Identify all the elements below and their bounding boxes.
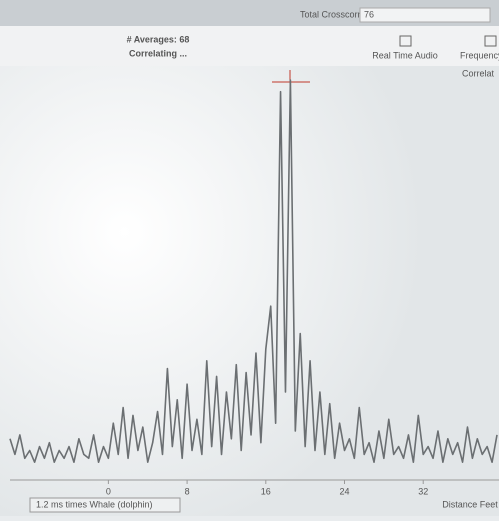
x-axis-label: Distance Feet (442, 499, 498, 509)
x-tick-label: 32 (418, 486, 428, 496)
chart-title: Correlat (462, 68, 495, 78)
x-tick-label: 24 (339, 486, 349, 496)
field-label: Total Crosscorr (300, 9, 361, 19)
screen: Total Crosscorr 76 # Averages: 68 Correl… (0, 0, 499, 516)
toolbar-button[interactable]: Frequency (460, 50, 499, 60)
field-input[interactable] (360, 8, 490, 22)
toolbar-button[interactable]: Real Time Audio (372, 50, 438, 60)
x-tick-label: 8 (185, 486, 190, 496)
background (0, 0, 499, 516)
x-tick-label: 16 (261, 486, 271, 496)
status: Correlating ... (129, 48, 187, 58)
x-tick-label: 0 (106, 486, 111, 496)
averages: # Averages: 68 (127, 34, 190, 44)
field-value: 76 (364, 9, 374, 19)
info-text: 1.2 ms times Whale (dolphin) (36, 499, 153, 509)
